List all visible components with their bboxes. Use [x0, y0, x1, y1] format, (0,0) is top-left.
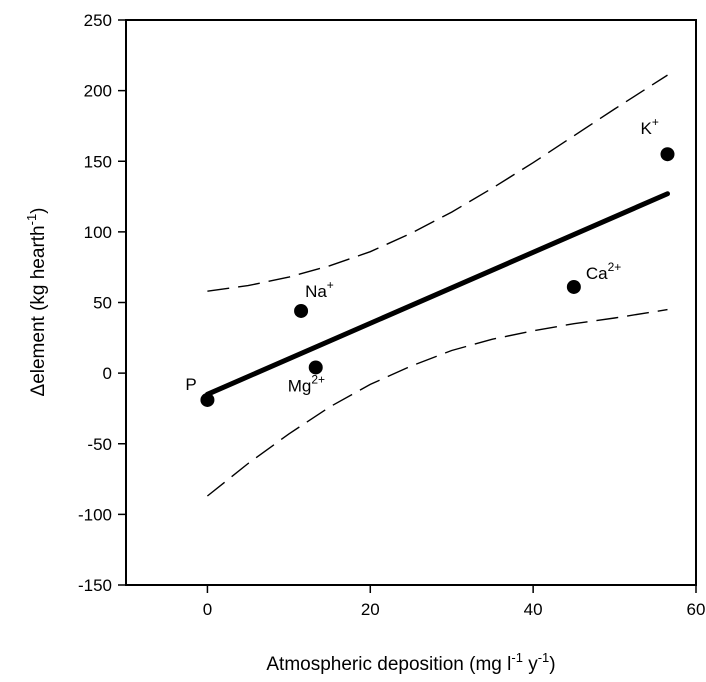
plot-frame [125, 19, 697, 586]
confidence-upper-line [207, 74, 668, 292]
regression-group [204, 191, 670, 397]
point-label: Ca2+ [586, 260, 621, 283]
data-point [294, 303, 309, 318]
y-tick-label: 200 [84, 82, 112, 101]
data-points: P Na+ Mg2+ Ca2+ K+ [185, 115, 675, 407]
x-tick-label: 40 [524, 600, 543, 619]
confidence-bands [206, 74, 668, 497]
data-point [200, 392, 215, 407]
y-tick-label: 150 [84, 152, 112, 171]
x-tick-label: 0 [203, 600, 212, 619]
point-label: Mg2+ [288, 372, 325, 395]
y-axis-ticks: -150 -100 -50 0 50 100 150 200 250 [78, 11, 126, 595]
y-tick-label: 250 [84, 11, 112, 30]
x-tick-label: 20 [361, 600, 380, 619]
data-point [308, 360, 323, 375]
data-point [566, 279, 581, 294]
y-tick-label: 100 [84, 223, 112, 242]
point-label: K+ [641, 115, 659, 138]
y-tick-label: -50 [87, 435, 112, 454]
regression-line [204, 191, 670, 397]
point-label: Na+ [305, 278, 334, 301]
x-tick-label: 60 [687, 600, 706, 619]
point-label: P [185, 375, 196, 394]
data-point [660, 147, 675, 162]
y-axis-title: Δelement (kg hearth-1) [24, 207, 49, 396]
y-tick-label: -150 [78, 576, 112, 595]
confidence-lower-line [206, 308, 668, 497]
x-axis-ticks: 0 20 40 60 [203, 585, 706, 619]
x-axis-title: Atmospheric deposition (mg l-1 y-1) [266, 650, 555, 675]
y-tick-label: 0 [103, 364, 112, 383]
y-tick-label: -100 [78, 505, 112, 524]
y-tick-label: 50 [93, 294, 112, 313]
